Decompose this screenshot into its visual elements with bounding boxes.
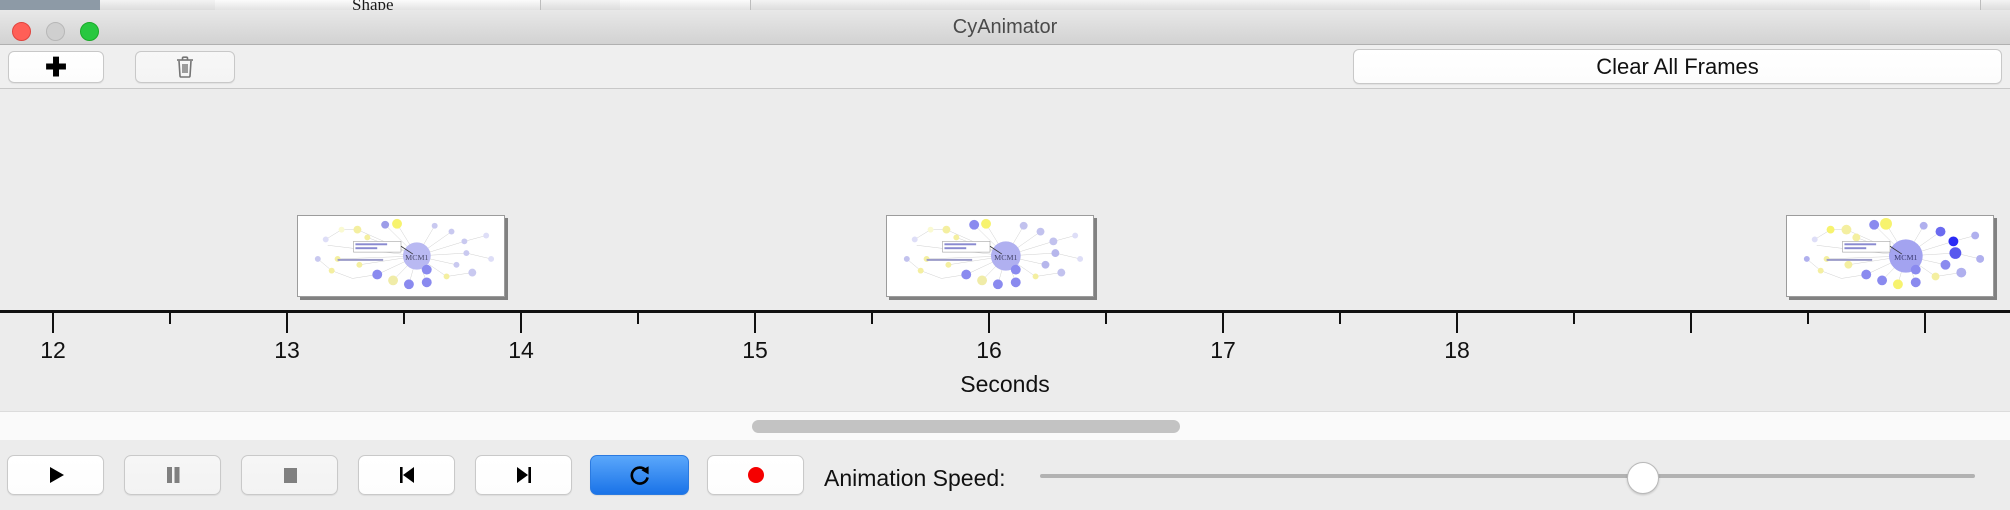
ruler-tick-major xyxy=(520,313,522,333)
animation-speed-label: Animation Speed: xyxy=(824,465,1006,491)
timeline-axis-title: Seconds xyxy=(960,371,1050,397)
network-graph-preview: MCM1 xyxy=(1803,217,1985,290)
first-frame-button[interactable] xyxy=(358,455,455,495)
scrollbar-thumb[interactable] xyxy=(752,420,1180,433)
window-title: CyAnimator xyxy=(952,16,1058,38)
background-app-label: Shape xyxy=(352,0,394,11)
ruler-tick-major xyxy=(1222,313,1224,333)
svg-text:MCM1: MCM1 xyxy=(405,253,428,262)
background-tab xyxy=(1870,0,1981,10)
timeline-scrollbar[interactable] xyxy=(0,411,2010,441)
svg-text:MCM1: MCM1 xyxy=(994,253,1017,262)
frame-thumbnail[interactable]: MCM1 xyxy=(886,215,1094,297)
minimize-icon[interactable] xyxy=(46,22,65,41)
ruler-tick-major xyxy=(1690,313,1692,333)
ruler-tick-minor xyxy=(403,313,405,324)
play-icon xyxy=(49,467,64,483)
pause-button[interactable] xyxy=(124,455,221,495)
ruler-tick-minor xyxy=(1339,313,1341,324)
ruler-label: 15 xyxy=(742,337,768,363)
ruler-tick-minor xyxy=(169,313,171,324)
timeline-ruler-line xyxy=(0,310,2010,313)
trash-icon xyxy=(177,56,193,78)
ruler-label: 14 xyxy=(508,337,534,363)
window-titlebar: CyAnimator xyxy=(0,10,2010,45)
background-tab xyxy=(620,0,751,10)
ruler-tick-major xyxy=(286,313,288,333)
ruler-tick-minor xyxy=(1573,313,1575,324)
network-graph-preview: MCM1 xyxy=(903,218,1084,290)
ruler-label: 18 xyxy=(1444,337,1470,363)
close-icon[interactable] xyxy=(12,22,31,41)
ruler-label: 16 xyxy=(976,337,1002,363)
ruler-tick-minor xyxy=(1807,313,1809,324)
playback-controls: Animation Speed: xyxy=(0,440,2010,510)
background-tab xyxy=(440,0,541,10)
animation-speed-slider[interactable] xyxy=(1040,474,1975,478)
delete-frame-button[interactable] xyxy=(135,51,235,83)
ruler-tick-major xyxy=(1456,313,1458,333)
loop-button[interactable] xyxy=(590,455,689,495)
ruler-label: 13 xyxy=(274,337,300,363)
animation-speed-slider-thumb[interactable] xyxy=(1627,462,1659,494)
ruler-tick-major xyxy=(988,313,990,333)
ruler-label: 17 xyxy=(1210,337,1236,363)
play-button[interactable] xyxy=(7,455,104,495)
stop-icon xyxy=(283,468,297,483)
ruler-tick-minor xyxy=(1105,313,1107,324)
ruler-tick-major xyxy=(52,313,54,333)
zoom-icon[interactable] xyxy=(80,22,99,41)
ruler-label: 12 xyxy=(40,337,66,363)
svg-text:MCM1: MCM1 xyxy=(1894,253,1917,262)
frame-thumbnail[interactable]: MCM1 xyxy=(297,215,505,297)
frame-thumbnail[interactable]: MCM1 xyxy=(1786,215,1994,297)
skip-to-end-icon xyxy=(516,467,531,483)
background-tab xyxy=(215,0,276,10)
record-icon xyxy=(747,467,764,483)
add-frame-button[interactable]: ✚ xyxy=(8,51,104,83)
ruler-tick-major xyxy=(754,313,756,333)
record-button[interactable] xyxy=(707,455,804,495)
window-controls xyxy=(12,22,99,41)
ruler-tick-minor xyxy=(637,313,639,324)
background-dark-panel xyxy=(0,0,100,10)
timeline-panel[interactable]: MCM1 xyxy=(0,89,2010,411)
clear-all-frames-button[interactable]: Clear All Frames xyxy=(1353,49,2002,84)
background-tab xyxy=(275,0,341,10)
network-graph-preview: MCM1 xyxy=(314,218,495,290)
stop-button[interactable] xyxy=(241,455,338,495)
frame-toolbar: ✚ Clear All Frames xyxy=(0,45,2010,89)
loop-icon xyxy=(630,466,649,485)
clear-all-frames-label: Clear All Frames xyxy=(1596,53,1759,79)
ruler-tick-major xyxy=(1924,313,1926,333)
pause-icon xyxy=(166,467,179,483)
ruler-tick-minor xyxy=(871,313,873,324)
last-frame-button[interactable] xyxy=(475,455,572,495)
skip-to-start-icon xyxy=(399,467,414,483)
